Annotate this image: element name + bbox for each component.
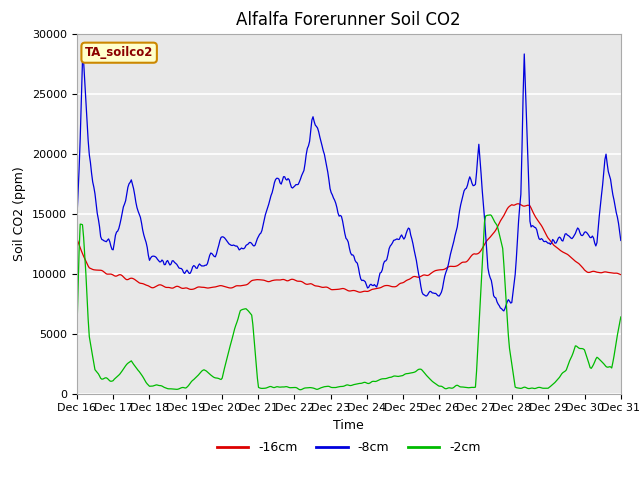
-2cm	[303, 385, 311, 391]
-16cm	[569, 256, 577, 262]
-8cm	[242, 242, 250, 248]
-2cm	[242, 306, 250, 312]
-2cm	[404, 371, 412, 376]
-8cm	[473, 169, 481, 175]
-2cm	[474, 347, 481, 353]
Title: Alfalfa Forerunner Soil CO2: Alfalfa Forerunner Soil CO2	[237, 11, 461, 29]
-16cm	[404, 276, 412, 282]
Line: -8cm: -8cm	[77, 54, 621, 311]
-2cm	[569, 350, 577, 356]
-8cm	[617, 238, 625, 243]
Line: -16cm: -16cm	[77, 204, 621, 292]
-16cm	[378, 284, 386, 290]
-8cm	[569, 234, 577, 240]
Y-axis label: Soil CO2 (ppm): Soil CO2 (ppm)	[13, 166, 26, 261]
-16cm	[302, 281, 310, 287]
-16cm	[73, 236, 81, 241]
-2cm	[486, 212, 494, 218]
-8cm	[73, 218, 81, 224]
-8cm	[520, 51, 528, 57]
-16cm	[474, 251, 481, 257]
-16cm	[242, 282, 250, 288]
-8cm	[403, 228, 411, 233]
-2cm	[378, 376, 386, 382]
Line: -2cm: -2cm	[77, 215, 621, 390]
-2cm	[297, 387, 305, 393]
-16cm	[617, 272, 625, 277]
-2cm	[617, 314, 625, 320]
-8cm	[378, 269, 385, 275]
-8cm	[302, 152, 310, 157]
Legend: -16cm, -8cm, -2cm: -16cm, -8cm, -2cm	[212, 436, 486, 459]
-16cm	[515, 201, 522, 207]
Text: TA_soilco2: TA_soilco2	[85, 46, 154, 59]
-8cm	[500, 308, 508, 314]
-16cm	[356, 289, 364, 295]
X-axis label: Time: Time	[333, 419, 364, 432]
-2cm	[73, 332, 81, 338]
